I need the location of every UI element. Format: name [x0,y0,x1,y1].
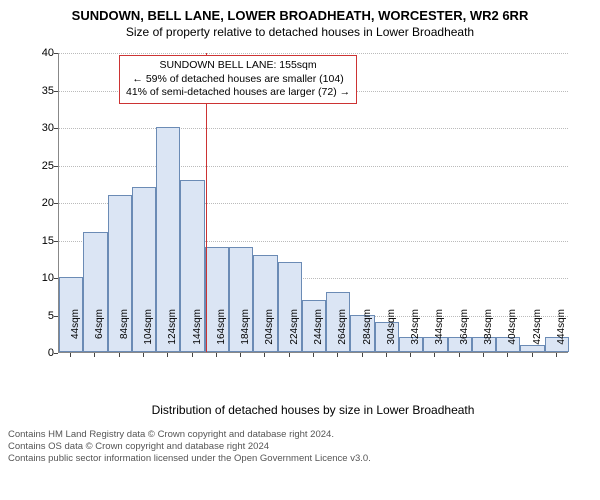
x-tick-label: 184sqm [240,309,251,359]
y-tick-mark [54,166,58,167]
y-tick-label: 10 [14,272,54,284]
x-tick-label: 84sqm [119,309,130,359]
y-tick-label: 25 [14,160,54,172]
x-tick-label: 264sqm [337,309,348,359]
y-tick-label: 40 [14,47,54,59]
y-tick-mark [54,278,58,279]
footer-line: Contains OS data © Crown copyright and d… [8,441,592,453]
x-tick-mark [459,353,460,357]
x-tick-mark [556,353,557,357]
x-tick-mark [507,353,508,357]
x-tick-mark [362,353,363,357]
x-tick-mark [483,353,484,357]
x-tick-mark [410,353,411,357]
x-tick-mark [386,353,387,357]
footer-attribution: Contains HM Land Registry data © Crown c… [8,429,592,465]
x-axis-label: Distribution of detached houses by size … [58,403,568,417]
x-tick-mark [216,353,217,357]
y-tick-label: 20 [14,197,54,209]
x-tick-mark [264,353,265,357]
x-tick-label: 144sqm [192,309,203,359]
x-tick-mark [313,353,314,357]
x-tick-label: 444sqm [556,309,567,359]
x-tick-mark [192,353,193,357]
y-tick-mark [54,91,58,92]
plot-area: SUNDOWN BELL LANE: 155sqm← 59% of detach… [58,53,568,353]
x-tick-mark [143,353,144,357]
y-tick-mark [54,316,58,317]
y-tick-label: 5 [14,310,54,322]
x-tick-label: 104sqm [143,309,154,359]
x-tick-label: 384sqm [483,309,494,359]
gridline [59,53,568,54]
x-tick-mark [434,353,435,357]
x-tick-label: 284sqm [362,309,373,359]
annotation-line: ← 59% of detached houses are smaller (10… [126,73,350,87]
x-tick-label: 304sqm [386,309,397,359]
annotation-line: 41% of semi-detached houses are larger (… [126,86,350,100]
y-tick-label: 15 [14,235,54,247]
chart-title-address: SUNDOWN, BELL LANE, LOWER BROADHEATH, WO… [8,8,592,23]
x-tick-label: 324sqm [410,309,421,359]
y-tick-mark [54,241,58,242]
x-tick-label: 424sqm [532,309,543,359]
annotation-box: SUNDOWN BELL LANE: 155sqm← 59% of detach… [119,55,357,104]
footer-line: Contains HM Land Registry data © Crown c… [8,429,592,441]
x-tick-mark [167,353,168,357]
x-tick-label: 404sqm [507,309,518,359]
x-tick-mark [532,353,533,357]
y-tick-mark [54,203,58,204]
x-tick-label: 204sqm [264,309,275,359]
x-tick-label: 164sqm [216,309,227,359]
annotation-line: SUNDOWN BELL LANE: 155sqm [126,59,350,73]
chart-container: Number of detached properties SUNDOWN BE… [8,43,588,423]
y-tick-mark [54,128,58,129]
gridline [59,128,568,129]
x-tick-label: 364sqm [459,309,470,359]
footer-line: Contains public sector information licen… [8,453,592,465]
x-tick-label: 244sqm [313,309,324,359]
x-tick-label: 224sqm [289,309,300,359]
x-tick-label: 344sqm [434,309,445,359]
x-tick-mark [70,353,71,357]
x-tick-label: 44sqm [70,309,81,359]
x-tick-mark [240,353,241,357]
y-tick-label: 30 [14,122,54,134]
x-tick-mark [289,353,290,357]
y-tick-mark [54,53,58,54]
x-tick-label: 64sqm [94,309,105,359]
x-tick-mark [94,353,95,357]
x-tick-mark [337,353,338,357]
y-tick-mark [54,353,58,354]
x-tick-label: 124sqm [167,309,178,359]
y-tick-label: 35 [14,85,54,97]
x-tick-mark [119,353,120,357]
y-tick-label: 0 [14,347,54,359]
chart-title-description: Size of property relative to detached ho… [8,25,592,39]
gridline [59,166,568,167]
